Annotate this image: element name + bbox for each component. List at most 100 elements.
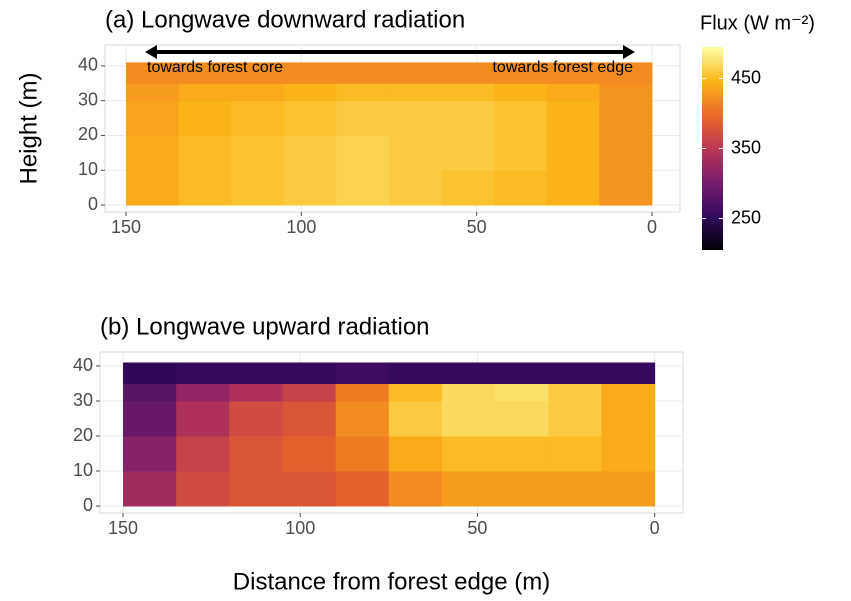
y-tick-label: 10 — [73, 460, 93, 480]
heatmap-cell — [282, 383, 337, 402]
heatmap-cell — [283, 100, 337, 136]
heatmap-cell — [441, 62, 495, 84]
heatmap-cell — [548, 401, 602, 437]
heatmap-cell — [283, 135, 337, 171]
colorbar-tick-label: 250 — [731, 207, 761, 227]
heatmap-cell — [178, 135, 232, 171]
colorbar-tick-label: 350 — [731, 137, 761, 157]
heatmap-cell — [176, 401, 230, 437]
heatmap-cell — [388, 401, 443, 437]
x-tick-label: 0 — [650, 518, 660, 538]
heatmap-cell — [126, 83, 180, 102]
heatmap-cell — [442, 362, 496, 384]
heatmap-cell — [441, 170, 495, 206]
heatmap-cell — [601, 471, 656, 507]
heatmap-cell — [548, 436, 602, 472]
heatmap-cell — [601, 383, 656, 402]
heatmap-cell — [548, 362, 602, 384]
heatmap-cell — [123, 383, 177, 402]
heatmap-cell — [231, 62, 285, 84]
heatmap-cell — [123, 401, 177, 437]
heatmap-cell — [388, 83, 443, 102]
y-tick-label: 10 — [78, 159, 98, 179]
x-tick-label: 100 — [285, 518, 315, 538]
x-axis-label: Distance from forest edge (m) — [233, 568, 550, 595]
colorbar-tick-label: 450 — [731, 67, 761, 87]
heatmap-cell — [388, 471, 443, 507]
heatmap-cell — [231, 83, 285, 102]
heatmap-cell — [229, 362, 284, 384]
panel-title: (a) Longwave downward radiation — [105, 6, 465, 33]
heatmap-cell — [283, 83, 337, 102]
heatmap-cell — [178, 170, 232, 206]
heatmap-cell — [176, 362, 230, 384]
panel-title: (b) Longwave upward radiation — [100, 313, 430, 340]
heatmap-cell — [336, 62, 390, 84]
x-tick-label: 0 — [647, 217, 657, 237]
heatmap-cell — [495, 383, 549, 402]
heatmap-cell — [178, 83, 232, 102]
heatmap-cell — [601, 401, 656, 437]
heatmap-cell — [176, 471, 230, 507]
heatmap-cell — [178, 62, 232, 84]
heatmap-cell — [546, 62, 600, 84]
heatmap-cell — [441, 135, 495, 171]
heatmap-cell — [335, 436, 390, 472]
heatmap-cell — [601, 436, 656, 472]
heatmap-cell — [599, 62, 653, 84]
heatmap-cell — [388, 436, 443, 472]
heatmap-cell — [599, 83, 653, 102]
heatmap-cell — [229, 383, 284, 402]
heatmap-cell — [178, 100, 232, 136]
x-tick-label: 150 — [111, 217, 141, 237]
heatmap-cell — [441, 83, 495, 102]
y-tick-label: 30 — [73, 390, 93, 410]
heatmap-cell — [494, 135, 548, 171]
heatmap-cell — [442, 383, 496, 402]
y-tick-label: 40 — [78, 55, 98, 75]
y-tick-label: 20 — [78, 124, 98, 144]
heatmap-cell — [601, 362, 656, 384]
heatmap-cell — [229, 471, 284, 507]
annotation: towards forest edge — [492, 59, 633, 76]
heatmap-cell — [282, 362, 337, 384]
heatmap-cell — [388, 135, 443, 171]
heatmap-cell — [495, 401, 549, 437]
heatmap-cell — [546, 135, 600, 171]
heatmap-cell — [388, 383, 443, 402]
heatmap-cell — [388, 362, 443, 384]
heatmap-cell — [548, 471, 602, 507]
y-tick-label: 30 — [78, 89, 98, 109]
heatmap-cell — [282, 471, 337, 507]
heatmap-cell — [282, 401, 337, 437]
heatmap-cell — [231, 170, 285, 206]
x-tick-label: 50 — [467, 518, 487, 538]
heatmap-cell — [599, 170, 653, 206]
heatmap-cell — [283, 170, 337, 206]
colorbar — [702, 47, 723, 250]
heatmap-cell — [336, 170, 390, 206]
y-tick-label: 0 — [83, 495, 93, 515]
heatmap-cell — [441, 100, 495, 136]
y-tick-label: 0 — [88, 194, 98, 214]
heatmap-cell — [126, 170, 180, 206]
heatmap-cell — [176, 383, 230, 402]
heatmap-cell — [599, 135, 653, 171]
heatmap-cell — [123, 362, 177, 384]
heatmap-cell — [388, 62, 443, 84]
heatmap-cell — [231, 100, 285, 136]
heatmap-cell — [442, 471, 496, 507]
heatmap-cell — [546, 170, 600, 206]
heatmap-cell — [388, 100, 443, 136]
x-tick-label: 150 — [108, 518, 138, 538]
heatmap-cell — [494, 83, 548, 102]
heatmap-cell — [388, 170, 443, 206]
heatmap-cell — [599, 100, 653, 136]
heatmap-cell — [126, 100, 180, 136]
heatmap-cell — [335, 401, 390, 437]
heatmap-cell — [548, 383, 602, 402]
x-tick-label: 50 — [467, 217, 487, 237]
heatmap-cell — [546, 83, 600, 102]
y-tick-label: 40 — [73, 355, 93, 375]
heatmap-cell — [283, 62, 337, 84]
